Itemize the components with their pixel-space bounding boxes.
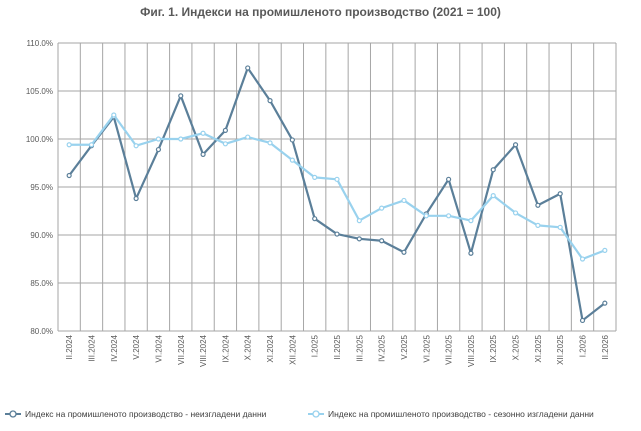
data-point — [133, 195, 139, 202]
data-point — [66, 142, 72, 148]
data-point — [111, 112, 117, 118]
data-point — [200, 151, 206, 157]
x-tick-label: V.2024 — [132, 334, 141, 359]
y-tick-label: 110.0% — [26, 39, 53, 48]
data-point — [356, 218, 362, 224]
x-tick-label: VII.2024 — [177, 334, 186, 364]
data-point — [289, 137, 295, 143]
y-tick-label: 105.0% — [26, 87, 53, 96]
legend-marker-1 — [9, 410, 17, 418]
x-tick-label: III.2025 — [355, 334, 364, 361]
x-tick-label: VIII.2025 — [467, 334, 476, 367]
data-point — [512, 210, 519, 216]
data-point — [557, 191, 563, 197]
x-tick-label: III.2024 — [87, 334, 96, 361]
data-point — [66, 172, 72, 179]
x-tick-label: IX.2025 — [489, 334, 498, 362]
data-point — [200, 130, 206, 136]
x-tick-label: II.2024 — [65, 334, 74, 359]
series-layer — [66, 65, 608, 324]
x-tick-label: II.2026 — [601, 334, 610, 359]
data-point — [602, 300, 608, 306]
data-point — [535, 202, 541, 208]
x-tick-label: X.2024 — [244, 334, 253, 360]
data-point — [88, 142, 95, 148]
y-tick-label: 90.0% — [30, 231, 53, 240]
data-point — [512, 142, 519, 148]
grid — [57, 42, 617, 332]
chart-title: Фиг. 1. Индекси на промишленото производ… — [140, 5, 501, 19]
data-point — [289, 157, 295, 163]
data-point — [222, 127, 228, 133]
x-tick-label: VI.2024 — [154, 334, 163, 362]
data-point — [356, 236, 362, 242]
data-point — [401, 197, 407, 204]
x-tick-label: VIII.2024 — [199, 334, 208, 367]
data-point — [222, 141, 228, 147]
legend-label-1: Индекс на промишленото производство - не… — [25, 409, 267, 419]
data-point — [468, 250, 474, 256]
x-tick-label: V.2025 — [400, 334, 409, 359]
data-point — [155, 136, 162, 142]
data-point — [446, 213, 452, 219]
legend-label-2: Индекс на промишленото производство - се… — [328, 409, 594, 419]
x-tick-label: I.2026 — [579, 334, 588, 357]
x-tick-label: IX.2024 — [221, 334, 230, 362]
data-point — [379, 205, 385, 211]
data-point — [267, 140, 273, 146]
data-point — [490, 167, 496, 173]
x-tick-label: XII.2025 — [556, 334, 565, 364]
data-point — [446, 176, 452, 182]
x-tick-label: XI.2025 — [534, 334, 543, 362]
data-point — [245, 65, 251, 71]
data-point — [245, 134, 251, 140]
data-point — [579, 317, 586, 324]
legend-marker-2 — [312, 410, 320, 418]
data-point — [602, 247, 608, 253]
x-tick-label: IV.2025 — [378, 334, 387, 361]
data-point — [579, 256, 586, 262]
y-tick-label: 80.0% — [30, 327, 53, 336]
x-tick-label: X.2025 — [512, 334, 521, 360]
x-tick-label: I.2025 — [311, 334, 320, 357]
data-point — [155, 146, 162, 153]
data-point — [468, 218, 474, 224]
data-point — [423, 213, 429, 219]
x-tick-label: II.2025 — [333, 334, 342, 359]
x-tick-label: XI.2024 — [266, 334, 275, 362]
data-point — [178, 93, 184, 99]
data-point — [267, 97, 273, 104]
y-tick-label: 95.0% — [30, 183, 53, 192]
data-point — [401, 249, 407, 255]
y-tick-label: 85.0% — [30, 279, 53, 288]
x-tick-label: IV.2024 — [110, 334, 119, 361]
axes: 80.0% 85.0% 90.0% 95.0% 100.0% 105.0% 110.0% II… — [26, 39, 610, 367]
y-tick-label: 100.0% — [26, 135, 53, 144]
data-point — [312, 216, 318, 222]
data-point — [490, 193, 496, 199]
data-point — [133, 143, 139, 149]
legend: Индекс на промишленото производство - не… — [5, 409, 594, 419]
x-tick-label: XII.2024 — [288, 334, 297, 364]
data-point — [334, 231, 340, 237]
x-tick-label: VII.2025 — [445, 334, 454, 364]
data-point — [557, 224, 563, 230]
data-point — [379, 238, 385, 244]
data-point — [312, 174, 318, 180]
x-tick-label: VI.2025 — [422, 334, 431, 362]
data-point — [178, 136, 184, 142]
data-point — [535, 222, 541, 228]
data-point — [334, 176, 340, 182]
